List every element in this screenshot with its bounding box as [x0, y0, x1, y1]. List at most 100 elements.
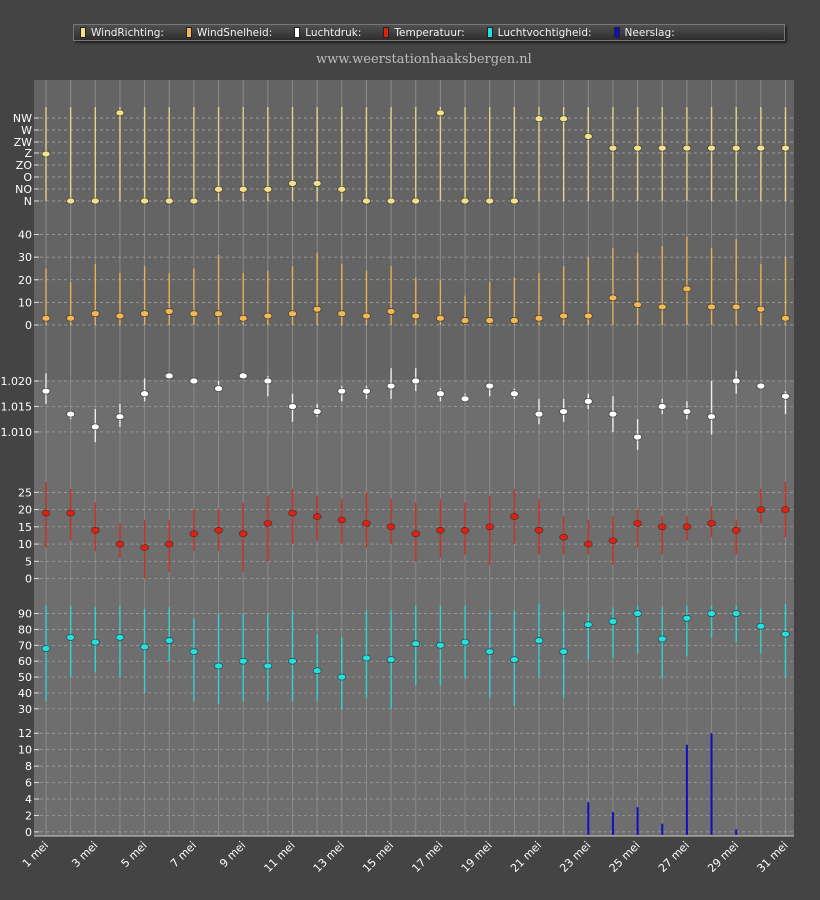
data-point [214, 662, 223, 670]
y-tick-label: W [21, 124, 32, 137]
data-point [411, 530, 421, 538]
legend-swatch [486, 27, 493, 38]
data-point [707, 144, 716, 152]
data-point [66, 314, 75, 322]
data-point [411, 197, 421, 205]
data-point [559, 408, 568, 415]
data-point [91, 526, 100, 534]
panel-windsnelheid: 0 10 20 30 40 [18, 229, 794, 332]
data-point [41, 645, 51, 652]
data-point [263, 185, 273, 193]
data-point [411, 312, 421, 320]
data-point [657, 303, 667, 311]
data-point [460, 526, 470, 534]
y-tick-label: 0 [25, 826, 32, 839]
data-point [583, 133, 593, 140]
x-tick-label: 15 mei [360, 839, 396, 875]
data-point [559, 533, 568, 541]
y-tick-label: 10 [18, 296, 32, 309]
data-point [731, 526, 741, 534]
panel-temperatuur: 0 5 10 15 20 25 [18, 482, 794, 586]
data-point [189, 310, 199, 317]
y-tick-label: 30 [18, 251, 32, 264]
data-point [214, 310, 223, 317]
data-point [707, 303, 716, 311]
data-point [583, 540, 593, 548]
legend-label: Neerslag: [624, 26, 675, 39]
data-point [510, 197, 519, 205]
legend-item: Neerslag: [613, 26, 675, 39]
y-tick-label: 5 [25, 555, 32, 568]
y-tick-label: 40 [18, 687, 32, 700]
y-tick-label: Z [24, 147, 32, 160]
data-point [534, 410, 544, 418]
y-tick-label: N [24, 195, 32, 208]
y-tick-label: 1.015 [1, 400, 33, 413]
x-tick-label: 13 mei [311, 839, 347, 875]
data-point [263, 520, 273, 527]
data-point [214, 526, 223, 534]
data-point [337, 516, 347, 524]
data-point [436, 109, 445, 117]
legend-label: Luchtdruk: [305, 26, 362, 39]
data-point [460, 638, 470, 646]
data-point [707, 520, 716, 527]
data-point [386, 382, 396, 390]
data-point [781, 314, 790, 322]
x-tick-label: 9 mei [217, 839, 248, 870]
data-point [238, 657, 248, 665]
legend-swatch [613, 27, 620, 38]
x-tick-label: 23 mei [557, 839, 593, 875]
data-point [436, 526, 445, 534]
data-point [41, 509, 51, 517]
data-point [337, 310, 347, 317]
legend-item: Luchtvochtigheid: [486, 27, 592, 39]
panels: NNOOZOZZWWNW0102030401.0101.0151.0200510… [1, 107, 794, 839]
grid [45, 80, 786, 836]
data-point [386, 523, 396, 531]
data-point [238, 372, 248, 380]
data-point [386, 656, 396, 663]
x-tick-label: 7 mei [168, 839, 199, 870]
x-tick-label: 5 mei [119, 839, 150, 870]
legend-item: Luchtdruk: [294, 27, 361, 39]
data-point [436, 641, 445, 649]
y-tick-label: 4 [25, 793, 32, 806]
data-point [362, 520, 371, 527]
data-point [66, 410, 75, 418]
data-point [164, 308, 174, 315]
data-point [657, 144, 667, 152]
y-tick-label: 8 [25, 760, 32, 773]
data-point [436, 314, 445, 322]
data-point [411, 640, 421, 648]
data-point [312, 513, 322, 520]
data-point [608, 144, 618, 152]
data-point [263, 662, 273, 670]
data-point [460, 197, 470, 205]
data-point [337, 185, 347, 193]
data-point [485, 382, 495, 390]
panel-luchtdruk: 1.010 1.015 1.020 [1, 368, 794, 450]
data-point [337, 673, 347, 681]
data-point [115, 312, 125, 320]
data-point [312, 180, 322, 187]
y-tick-label: NO [15, 183, 32, 196]
data-point [731, 144, 741, 152]
data-point [485, 648, 495, 655]
x-tick-label: 29 mei [705, 839, 741, 875]
data-point [164, 372, 174, 380]
data-point [189, 377, 199, 385]
data-point [731, 303, 741, 311]
data-point [238, 185, 248, 193]
data-point [164, 540, 174, 548]
data-point [66, 509, 75, 517]
data-point [115, 109, 125, 117]
data-point [189, 648, 199, 655]
x-axis: 1 mei 3 mei 5 mei 7 mei 9 mei 11 mei 13 mei 15 … [20, 835, 794, 875]
x-tick-label: 3 mei [69, 839, 100, 870]
y-tick-label: O [23, 171, 32, 184]
data-point [288, 180, 297, 187]
y-tick-label: 0 [25, 573, 32, 586]
legend-item: WindSnelheid: [185, 27, 272, 39]
